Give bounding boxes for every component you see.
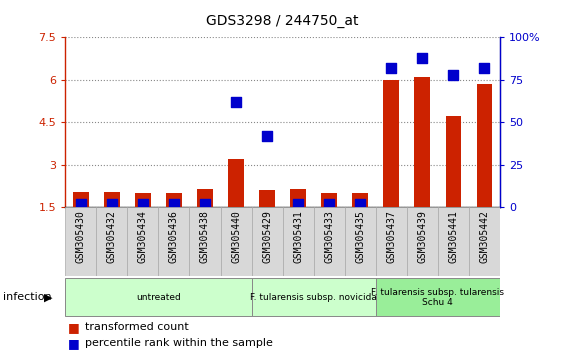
Text: GDS3298 / 244750_at: GDS3298 / 244750_at — [206, 14, 359, 28]
Text: infection: infection — [3, 292, 52, 302]
Bar — [383, 80, 399, 207]
Bar — [438, 207, 469, 276]
Bar — [190, 207, 220, 276]
Bar — [321, 193, 337, 207]
Point — [169, 201, 178, 206]
Bar — [260, 190, 275, 207]
Bar — [166, 193, 182, 207]
Point — [262, 133, 272, 138]
Point — [324, 201, 333, 206]
Point — [356, 201, 365, 206]
Bar — [197, 189, 213, 207]
Bar — [252, 278, 375, 316]
Bar — [65, 278, 252, 316]
Bar — [469, 207, 500, 276]
Bar — [104, 192, 120, 207]
Text: ▶: ▶ — [44, 292, 52, 302]
Bar — [415, 77, 430, 207]
Text: GSM305435: GSM305435 — [355, 211, 365, 263]
Bar — [127, 207, 158, 276]
Bar — [65, 207, 97, 276]
Text: transformed count: transformed count — [85, 322, 189, 332]
Point — [480, 65, 489, 70]
Point — [107, 201, 116, 206]
Text: GSM305442: GSM305442 — [479, 211, 489, 263]
Bar — [445, 116, 461, 207]
Text: GSM305434: GSM305434 — [138, 211, 148, 263]
Bar — [220, 207, 252, 276]
Point — [232, 99, 241, 104]
Bar — [158, 207, 190, 276]
Bar — [345, 207, 375, 276]
Text: ■: ■ — [68, 337, 80, 350]
Text: GSM305439: GSM305439 — [417, 211, 427, 263]
Bar — [252, 207, 283, 276]
Text: ■: ■ — [68, 321, 80, 334]
Bar — [135, 193, 151, 207]
Text: untreated: untreated — [136, 293, 181, 302]
Text: GSM305436: GSM305436 — [169, 211, 179, 263]
Bar — [97, 207, 127, 276]
Bar — [314, 207, 345, 276]
Bar — [375, 278, 500, 316]
Text: GSM305441: GSM305441 — [448, 211, 458, 263]
Point — [294, 201, 303, 206]
Text: GSM305429: GSM305429 — [262, 211, 272, 263]
Bar — [352, 193, 368, 207]
Text: GSM305431: GSM305431 — [293, 211, 303, 263]
Point — [417, 55, 427, 61]
Point — [449, 72, 458, 78]
Point — [76, 201, 85, 206]
Text: GSM305430: GSM305430 — [76, 211, 86, 263]
Text: GSM305440: GSM305440 — [231, 211, 241, 263]
Text: GSM305433: GSM305433 — [324, 211, 334, 263]
Text: GSM305432: GSM305432 — [107, 211, 117, 263]
Bar — [73, 192, 89, 207]
Bar — [407, 207, 438, 276]
Bar — [375, 207, 407, 276]
Point — [201, 201, 210, 206]
Text: F. tularensis subsp. tularensis
Schu 4: F. tularensis subsp. tularensis Schu 4 — [371, 288, 504, 307]
Point — [139, 201, 148, 206]
Point — [387, 65, 396, 70]
Text: F. tularensis subsp. novicida: F. tularensis subsp. novicida — [250, 293, 377, 302]
Bar — [477, 84, 492, 207]
Text: percentile rank within the sample: percentile rank within the sample — [85, 338, 273, 348]
Bar — [228, 159, 244, 207]
Text: GSM305437: GSM305437 — [386, 211, 396, 263]
Bar — [290, 189, 306, 207]
Bar — [283, 207, 314, 276]
Text: GSM305438: GSM305438 — [200, 211, 210, 263]
